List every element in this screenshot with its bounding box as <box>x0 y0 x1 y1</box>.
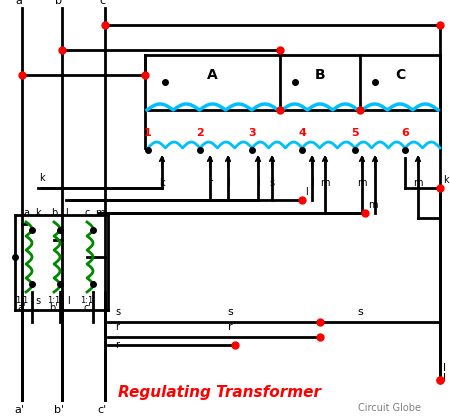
Text: c': c' <box>97 405 107 415</box>
Text: k: k <box>159 178 165 188</box>
Text: l: l <box>443 363 446 373</box>
Text: 1:1: 1:1 <box>47 296 61 305</box>
Text: l: l <box>374 178 376 188</box>
Text: 4: 4 <box>298 128 306 138</box>
Text: 3: 3 <box>248 128 256 138</box>
Text: A: A <box>207 68 218 82</box>
Text: l: l <box>67 296 69 306</box>
Text: a: a <box>16 0 22 6</box>
Text: 1:1: 1:1 <box>81 296 94 305</box>
Text: l: l <box>443 373 446 383</box>
Text: l: l <box>227 178 230 188</box>
Text: r: r <box>115 340 119 350</box>
Text: b': b' <box>54 405 64 415</box>
Text: 1:1: 1:1 <box>15 296 29 305</box>
Text: s: s <box>36 296 40 306</box>
Text: c: c <box>84 208 90 218</box>
Text: m: m <box>320 178 330 188</box>
Text: B: B <box>315 68 325 82</box>
Text: r: r <box>208 178 212 188</box>
Text: c: c <box>99 0 105 6</box>
Text: s: s <box>227 307 233 317</box>
Text: r: r <box>228 322 232 332</box>
Text: a': a' <box>18 303 26 313</box>
Text: s: s <box>115 307 120 317</box>
Text: b': b' <box>50 303 58 313</box>
Text: 6: 6 <box>401 128 409 138</box>
Text: l: l <box>256 178 259 188</box>
Text: s: s <box>270 178 274 188</box>
Text: a: a <box>23 208 29 218</box>
Text: b: b <box>51 208 57 218</box>
Text: 5: 5 <box>351 128 359 138</box>
Text: c': c' <box>83 303 91 313</box>
Text: r: r <box>115 322 119 332</box>
Text: 2: 2 <box>196 128 204 138</box>
Text: m: m <box>413 178 423 188</box>
Text: l: l <box>310 178 313 188</box>
Text: 1: 1 <box>144 128 152 138</box>
Text: l: l <box>305 187 308 197</box>
Text: b: b <box>55 0 63 6</box>
Text: k: k <box>443 175 449 185</box>
Text: m: m <box>357 178 367 188</box>
Text: a': a' <box>14 405 24 415</box>
Text: Regulating Transformer: Regulating Transformer <box>118 384 321 399</box>
Text: m: m <box>368 200 378 210</box>
Text: m: m <box>95 208 105 218</box>
Text: C: C <box>395 68 405 82</box>
Text: k: k <box>39 173 45 183</box>
Text: Circuit Globe: Circuit Globe <box>359 403 422 413</box>
Text: s: s <box>357 307 363 317</box>
Text: k: k <box>35 208 41 218</box>
Text: l: l <box>65 208 68 218</box>
